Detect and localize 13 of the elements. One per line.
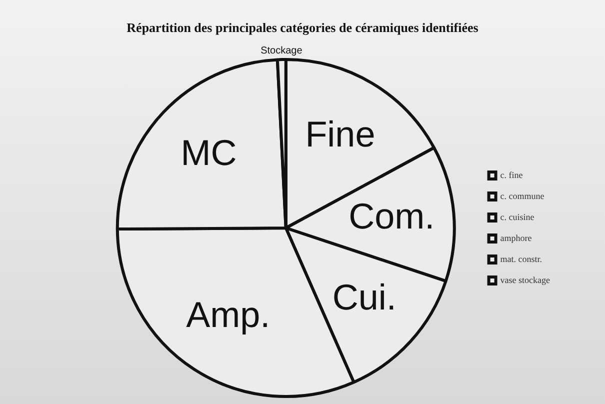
legend-label: amphore	[500, 232, 532, 243]
legend-label: c. fine	[500, 170, 523, 180]
data-label: MC	[180, 132, 237, 174]
legend-label: mat. constr.	[500, 254, 542, 264]
data-label: Fine	[305, 114, 376, 155]
legend-label: vase stockage	[500, 274, 550, 285]
legend-label: c. commune	[500, 190, 544, 201]
data-label: Stockage	[260, 45, 303, 56]
data-label: Cui.	[332, 276, 396, 318]
legend-label: c. cuisine	[500, 212, 534, 222]
data-label: Com.	[348, 196, 435, 237]
data-label: Amp.	[186, 294, 270, 336]
chart-title: Répartition des principales catégories de céramiques identifiées	[126, 20, 480, 36]
